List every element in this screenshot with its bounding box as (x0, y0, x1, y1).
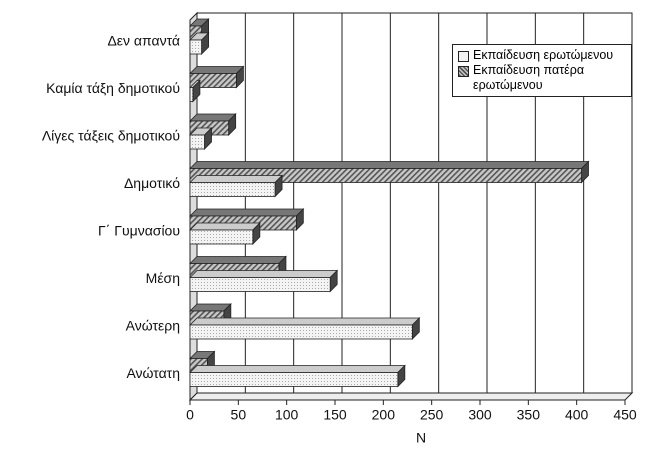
x-axis-label: N (416, 430, 426, 446)
bar-top (189, 365, 406, 373)
bar (189, 134, 205, 150)
x-tick-label: 350 (517, 407, 541, 423)
plot-floor (188, 392, 634, 401)
bar-top (189, 222, 261, 231)
bar-top (189, 270, 339, 278)
bar (189, 277, 331, 292)
bar-top (189, 161, 590, 169)
y-tick-label: Ανώτερη (126, 317, 180, 333)
bar (189, 324, 413, 340)
x-tick-label: 150 (323, 407, 347, 423)
x-tick-label: 50 (231, 407, 247, 423)
bar-top (189, 175, 284, 183)
legend-label: Εκπαίδευση πατέρα ερωτώμενου (473, 63, 585, 92)
legend-item: Εκπαίδευση πατέρα ερωτώμενου (458, 63, 626, 93)
x-tick-label: 100 (275, 407, 299, 423)
y-tick-label: Γ΄ Γυμνασίου (98, 222, 180, 238)
legend-swatch (458, 66, 469, 77)
bar-top (189, 317, 421, 326)
bar (189, 87, 194, 102)
bar (189, 168, 582, 183)
y-tick-label: Μέση (146, 270, 180, 286)
legend-item: Εκπαίδευση ερωτώμενου (458, 48, 626, 63)
bar-top (189, 66, 245, 74)
y-tick-label: Δεν απαντά (107, 32, 180, 48)
y-tick-label: Καμία τάξη δημοτικού (46, 80, 180, 96)
x-tick-label: 250 (420, 407, 444, 423)
y-tick-label: Ανώτατη (126, 365, 180, 381)
bar (189, 73, 237, 88)
x-tick-label: 300 (468, 407, 492, 423)
legend-swatch (458, 51, 469, 62)
x-tick-label: 400 (565, 407, 589, 423)
bar (189, 39, 202, 55)
bar-top (189, 256, 287, 264)
bar (189, 372, 399, 387)
bar-top (189, 208, 305, 217)
x-tick-label: 200 (372, 407, 396, 423)
legend-label: Εκπαίδευση ερωτώμενου (473, 48, 614, 62)
legend: Εκπαίδευση ερωτώμενου Εκπαίδευση πατέρα ε… (452, 44, 632, 97)
x-tick-label: 450 (613, 407, 637, 423)
bar (189, 229, 254, 245)
bar-top (189, 113, 237, 122)
y-tick-label: Δημοτικό (124, 175, 180, 191)
y-tick-label: Λίγες τάξεις δημοτικού (42, 127, 180, 143)
x-tick-label: 0 (186, 407, 194, 423)
bar (189, 182, 276, 197)
